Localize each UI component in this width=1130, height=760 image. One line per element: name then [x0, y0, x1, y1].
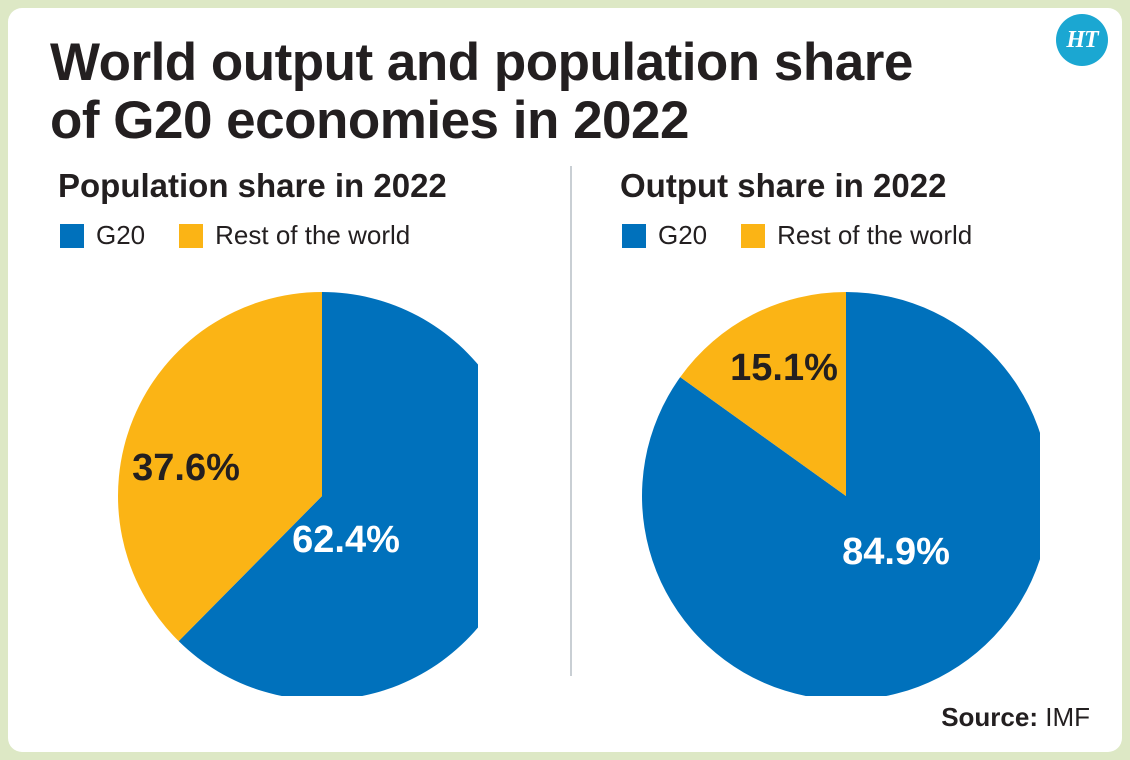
legend-item-rest: Rest of the world — [179, 220, 410, 251]
legend-swatch-rest — [179, 223, 204, 248]
population-pie: 62.4% 37.6% — [117, 292, 478, 696]
pie-slice-g20 — [642, 292, 1040, 696]
source-note: Source: IMF — [941, 702, 1090, 733]
source-label: Source: — [941, 702, 1038, 732]
pie-slice-g20 — [178, 292, 478, 696]
legend-label-rest: Rest of the world — [215, 220, 411, 250]
population-panel: Population share in 2022 G20 Rest of the… — [58, 166, 558, 696]
legend-label-g20: G20 — [96, 220, 146, 250]
legend-item-g20: G20 — [622, 220, 707, 251]
chart-title: World output and population share of G20… — [50, 34, 913, 150]
title-line-1: World output and population share — [50, 33, 913, 92]
population-chart-title: Population share in 2022 — [58, 167, 447, 204]
output-panel: Output share in 2022 G20 Rest of the wor… — [620, 166, 1120, 696]
output-legend: G20 Rest of the world — [622, 220, 1006, 251]
pie-slice-rest — [117, 292, 322, 642]
population-legend: G20 Rest of the world — [60, 220, 444, 251]
legend-swatch-g20 — [60, 223, 84, 248]
title-line-2: of G20 economies in 2022 — [50, 91, 689, 150]
pie-label-g20: 62.4% — [292, 519, 400, 561]
legend-swatch-g20 — [622, 223, 646, 248]
legend-item-rest: Rest of the world — [741, 220, 972, 251]
legend-label-g20: G20 — [658, 220, 708, 250]
legend-label-rest: Rest of the world — [777, 220, 973, 250]
legend-swatch-rest — [741, 223, 766, 248]
output-pie: 84.9% 15.1% — [642, 292, 1040, 696]
pie-label-rest: 37.6% — [132, 447, 240, 489]
source-value: IMF — [1045, 702, 1090, 732]
ht-logo: HT — [1056, 14, 1108, 66]
legend-item-g20: G20 — [60, 220, 145, 251]
panel-divider — [570, 166, 572, 676]
pie-label-g20: 84.9% — [842, 531, 950, 573]
pie-slice-rest — [680, 292, 846, 496]
pie-label-rest: 15.1% — [730, 347, 838, 389]
output-chart-title: Output share in 2022 — [620, 167, 947, 204]
